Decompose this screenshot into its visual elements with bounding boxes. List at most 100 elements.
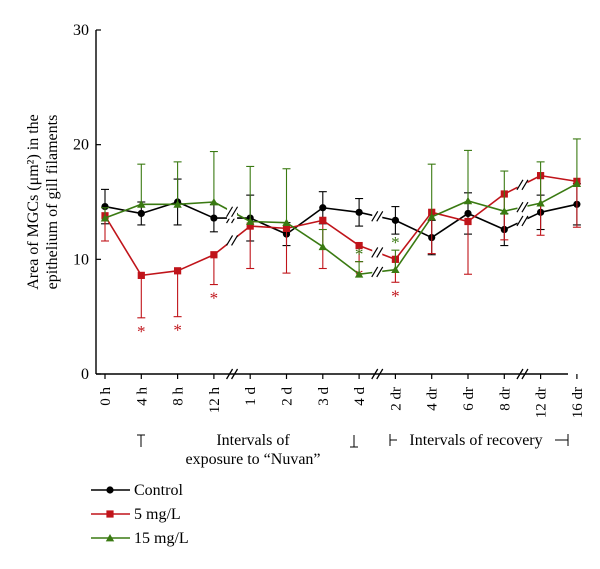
line-break-mark xyxy=(371,211,379,222)
series-line-segment xyxy=(322,246,360,275)
x-axis-break-mark xyxy=(376,368,384,380)
series-line-segment xyxy=(322,219,360,247)
series-line-segment xyxy=(286,221,324,248)
significance-mark: * xyxy=(173,321,182,340)
data-point xyxy=(464,209,472,218)
significance-mark: * xyxy=(355,245,364,264)
line-break-mark xyxy=(371,247,379,258)
data-point xyxy=(355,208,363,216)
x-ticks: 0 h 4 h 8 h 12 h 1 d 2 d 3 d 4 d 2 dr 4 dr 6 dr 8 d… xyxy=(98,374,586,418)
axis-breaks xyxy=(225,368,529,380)
line-break-mark xyxy=(376,247,384,258)
x-tick-label: 8 h xyxy=(171,387,187,406)
x-tick-label: 12 dr xyxy=(534,387,550,418)
interval-brackets xyxy=(137,434,569,448)
series-line-segment xyxy=(286,207,324,235)
series-layer: ******* xyxy=(100,138,582,341)
series-5-mg-l: * * * * * xyxy=(101,172,581,341)
line-break-mark xyxy=(376,211,384,222)
series-line-segment xyxy=(177,254,215,272)
line-break-gap xyxy=(517,213,528,228)
series-line-segment xyxy=(322,206,360,214)
legend: Control 5 mg/L 15 mg/L xyxy=(91,482,189,547)
data-point xyxy=(282,224,291,232)
line-break-mark xyxy=(516,215,524,227)
significance-mark: * xyxy=(210,289,219,308)
line-break-gap xyxy=(517,200,528,215)
series-line-segment xyxy=(249,217,287,235)
series-line-segment xyxy=(431,200,469,218)
data-point xyxy=(354,270,364,278)
x-axis-break-mark xyxy=(516,368,524,380)
significance-mark: * xyxy=(391,233,400,252)
series-line-segment xyxy=(540,182,578,204)
data-point xyxy=(500,207,509,215)
legend-label: Control xyxy=(134,482,183,499)
x-tick-label: 4 d xyxy=(352,387,368,406)
series-line-segment xyxy=(540,174,578,183)
x-axis-break-mark xyxy=(225,368,234,380)
x-tick-label: 8 dr xyxy=(497,387,513,411)
x-tick-label: 2 d xyxy=(280,387,296,406)
data-point xyxy=(100,214,110,222)
x-tick-label: 12 h xyxy=(207,387,223,414)
series-line-segment xyxy=(104,203,142,219)
data-point xyxy=(391,216,399,224)
x-tick-label: 16 dr xyxy=(570,387,586,418)
line-break-gap xyxy=(227,233,238,248)
significance-mark: * xyxy=(137,322,146,341)
data-point xyxy=(209,198,219,206)
line-break-gap xyxy=(372,245,383,260)
data-point xyxy=(137,200,146,208)
series-line-segment xyxy=(431,212,469,239)
exposure-label-line1: Intervals of xyxy=(216,432,290,449)
recovery-label: Intervals of recovery xyxy=(409,432,542,449)
x-tick-label: 1 d xyxy=(243,387,259,406)
data-point xyxy=(246,217,255,225)
series-line-segment xyxy=(467,193,505,223)
series-line-segment xyxy=(250,220,287,224)
data-point xyxy=(536,199,545,207)
y-axis-label-line1: Area of MGCs (μm²) in the xyxy=(25,114,42,290)
data-point xyxy=(282,218,291,227)
x-tick-label: 3 d xyxy=(316,387,332,406)
series-line-segment xyxy=(467,200,505,212)
data-point xyxy=(464,217,472,226)
legend-marker xyxy=(106,486,114,494)
y-tick-label: 0 xyxy=(81,366,89,383)
legend-marker xyxy=(106,510,114,518)
x-axis-break-mark xyxy=(521,368,529,380)
series-line-segment xyxy=(540,203,578,214)
line-break-gap xyxy=(372,209,383,224)
data-point xyxy=(427,212,436,221)
line-break-mark xyxy=(521,215,529,227)
data-point xyxy=(246,222,254,230)
line-break-mark xyxy=(371,266,379,278)
x-tick-label: 4 dr xyxy=(425,387,441,411)
y-tick-label: 20 xyxy=(73,137,89,154)
x-tick-label: 6 dr xyxy=(461,387,477,411)
series-line-segment xyxy=(467,212,505,231)
exposure-label-line2: exposure to “Nuvan” xyxy=(185,451,320,468)
legend-label: 5 mg/L xyxy=(134,506,181,523)
data-point xyxy=(318,242,327,251)
line-break-mark xyxy=(521,201,529,213)
data-point xyxy=(137,271,145,279)
legend-label: 15 mg/L xyxy=(134,530,189,547)
data-point xyxy=(391,265,400,274)
series-line-segment xyxy=(141,270,178,277)
series-line-segment xyxy=(250,225,287,230)
line-break-mark xyxy=(231,235,239,246)
y-tick-label: 30 xyxy=(73,22,89,39)
data-point xyxy=(174,267,182,275)
legend-marker xyxy=(105,534,115,542)
data-point xyxy=(355,241,363,250)
series-control xyxy=(101,178,581,256)
series-15-mg-l: ** xyxy=(100,138,582,279)
x-tick-label: 2 dr xyxy=(388,387,404,411)
line-break-mark xyxy=(376,266,384,278)
line-break-mark xyxy=(226,206,234,218)
series-line-segment xyxy=(104,215,142,276)
series-line-segment xyxy=(394,216,433,271)
